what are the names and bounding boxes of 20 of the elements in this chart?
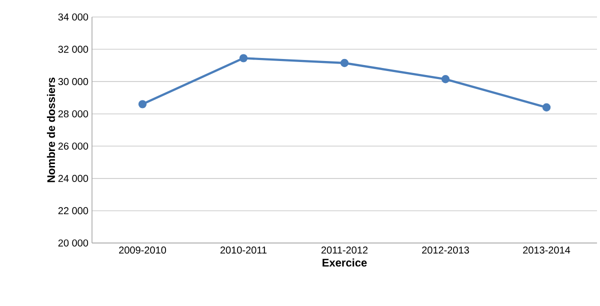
y-tick-label: 22 000 [58,207,88,214]
point [542,103,551,112]
x-tick-label: 2009-2010 [119,246,166,254]
point [239,54,248,62]
y-tick-label: 34 000 [58,13,88,21]
y-tick-label: 24 000 [58,174,88,182]
x-tick-label: 2012-2013 [422,246,469,254]
y-tick-label: 30 000 [58,78,88,86]
x-tick-label: 2011-2012 [321,246,368,254]
y-tick-label: 28 000 [58,110,88,118]
x-tick-label: 2013-2014 [523,246,570,254]
point [340,58,349,68]
y-tick-label: 32 000 [58,46,88,53]
y-tick-label: 26 000 [58,142,88,150]
point [441,75,450,84]
y-axis-title: Nombre de dossiers [46,78,56,182]
x-tick-label: 2010-2011 [220,246,267,254]
x-axis-title: Exercice [322,258,367,267]
y-tick-label: 20 000 [58,239,88,247]
point [138,100,147,108]
